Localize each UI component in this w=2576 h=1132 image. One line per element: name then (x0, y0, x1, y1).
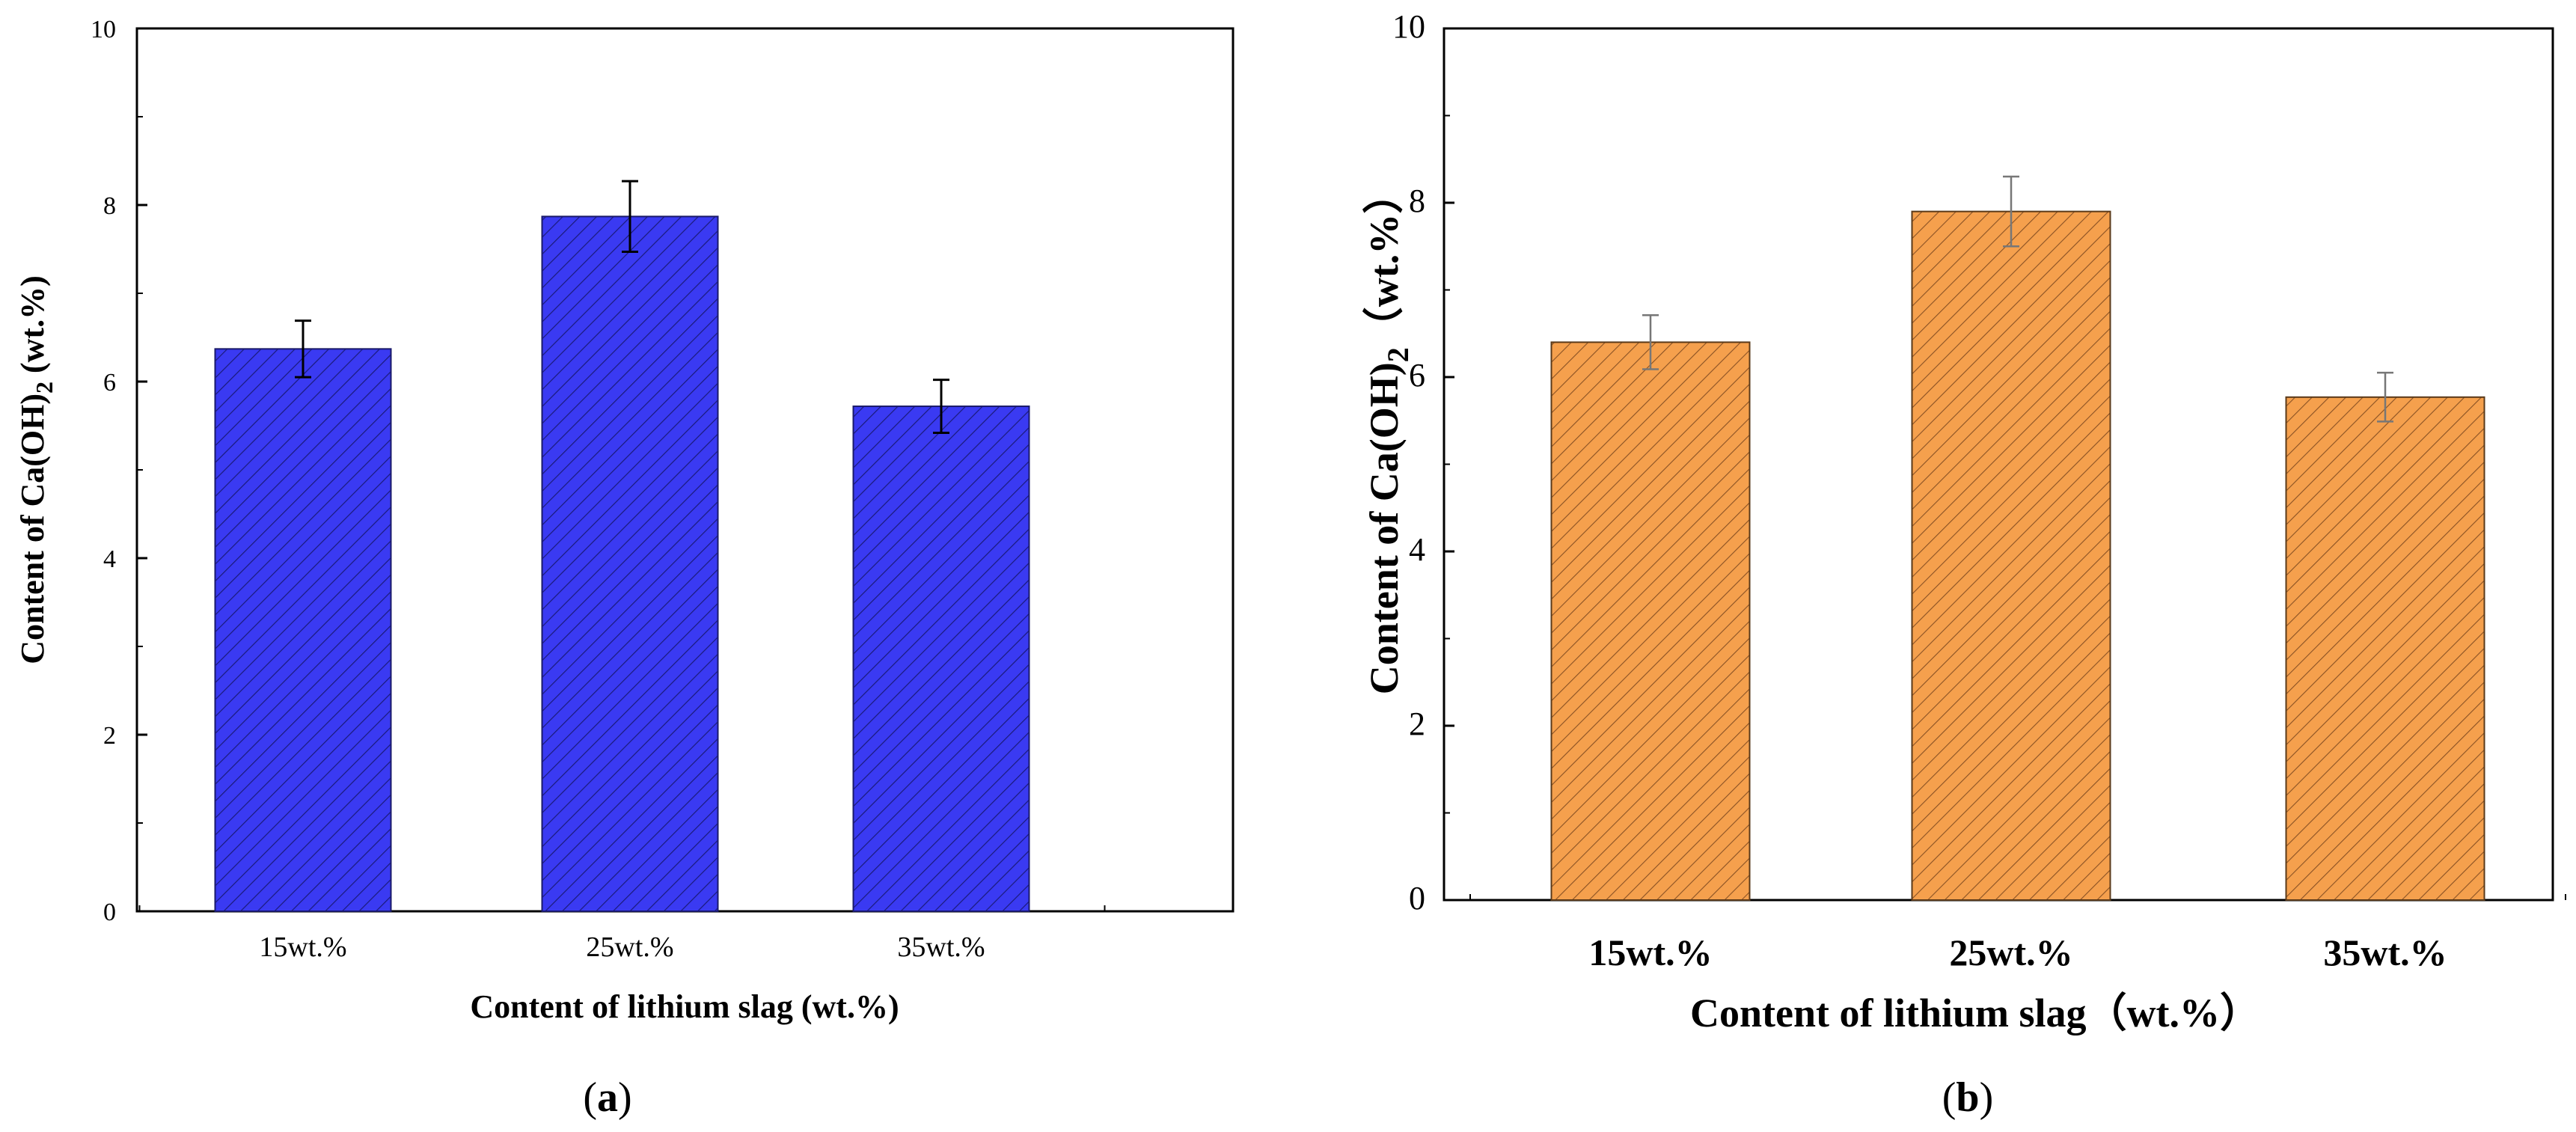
chart-b-error-bar (2003, 175, 2019, 248)
chart-a-y-title-sub: 2 (31, 382, 58, 394)
chart-b-x-category-label: 25wt.% (1949, 931, 2072, 973)
chart-b-error-bar (1642, 314, 1659, 370)
chart-a-y-axis-title: Content of Ca(OH)2 (wt.%) (14, 275, 58, 664)
chart-a-error-bar (933, 379, 949, 434)
chart-a: 15wt.% 25wt.% 35wt.% 0 2 4 6 8 10 Content of li… (14, 16, 1235, 1121)
chart-a-y-tick-label: 6 (103, 369, 116, 397)
panel-label-b: (b) (1942, 1074, 1993, 1121)
chart-b-y-tick-label: 2 (1409, 706, 1425, 742)
chart-a-x-category-label: 15wt.% (259, 931, 346, 963)
chart-a-x-categories: 15wt.% 25wt.% 35wt.% (259, 931, 985, 963)
chart-a-error-bars (295, 180, 949, 434)
chart-b-error-bars (1642, 175, 2393, 423)
chart-b-bar (1550, 341, 1751, 901)
chart-a-bars (214, 215, 1030, 912)
chart-b-y-axis-title: Content of Ca(OH)2（wt.%） (1362, 174, 1415, 694)
chart-a-error-bar (622, 180, 638, 254)
chart-a-y-tick-label: 0 (103, 899, 116, 926)
chart-b-x-category-label: 15wt.% (1588, 931, 1712, 973)
chart-b-x-categories: 15wt.% 25wt.% 35wt.% (1588, 931, 2447, 973)
chart-b-y-title-main: Content of Ca(OH) (1362, 362, 1407, 694)
chart-b-y-title-unit: （wt.%） (1362, 174, 1407, 347)
chart-a-x-category-label: 25wt.% (586, 931, 673, 963)
chart-b-y-tick-label: 10 (1392, 8, 1425, 45)
chart-a-bar (852, 406, 1030, 912)
chart-a-y-tick-labels: 0 2 4 6 8 10 (91, 16, 116, 926)
chart-a-y-ticks (137, 27, 147, 913)
chart-b: 15wt.% 25wt.% 35wt.% 0 2 4 6 8 10 Content of li… (1362, 8, 2566, 1121)
chart-a-y-title-unit: (wt.%) (14, 275, 51, 382)
chart-b-bar (2285, 396, 2485, 901)
chart-b-y-tick-labels: 0 2 4 6 8 10 (1392, 8, 1425, 917)
chart-a-y-tick-label: 10 (91, 16, 116, 43)
chart-b-y-tick-label: 4 (1409, 531, 1425, 568)
chart-b-y-tick-label: 0 (1409, 880, 1425, 917)
chart-a-y-tick-label: 8 (103, 192, 116, 220)
chart-b-bar (1911, 210, 2111, 901)
chart-a-x-category-label: 35wt.% (897, 931, 985, 963)
chart-b-x-category-label: 35wt.% (2323, 931, 2447, 973)
chart-b-error-bar (2377, 371, 2393, 423)
panel-label-a: (a) (583, 1074, 631, 1121)
chart-a-bar (541, 215, 719, 912)
chart-a-y-tick-label: 4 (103, 545, 116, 573)
chart-a-y-tick-label: 2 (103, 722, 116, 750)
chart-a-x-axis-title: Content of lithium slag (wt.%) (470, 988, 899, 1025)
chart-a-bar (214, 348, 392, 912)
chart-b-x-axis-title: Content of lithium slag（wt.%） (1690, 991, 2260, 1035)
chart-b-bars (1550, 210, 2485, 901)
chart-b-y-title-sub: 2 (1381, 347, 1415, 362)
chart-b-y-ticks (1444, 27, 1454, 902)
chart-b-y-tick-label: 6 (1409, 357, 1425, 394)
chart-a-y-title-main: Content of Ca(OH) (14, 394, 51, 664)
chart-b-y-tick-label: 8 (1409, 183, 1425, 219)
chart-a-error-bar (295, 319, 311, 379)
